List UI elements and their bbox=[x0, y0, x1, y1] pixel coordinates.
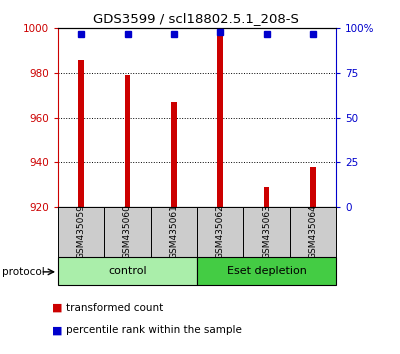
Text: GSM435059: GSM435059 bbox=[77, 204, 86, 259]
Bar bbox=[264, 187, 269, 207]
Bar bbox=[197, 257, 336, 285]
Bar bbox=[125, 75, 130, 207]
Text: control: control bbox=[108, 266, 147, 276]
Text: GDS3599 / scl18802.5.1_208-S: GDS3599 / scl18802.5.1_208-S bbox=[93, 12, 299, 25]
Bar bbox=[310, 167, 316, 207]
Bar bbox=[290, 207, 336, 257]
Text: Eset depletion: Eset depletion bbox=[226, 266, 306, 276]
Text: GSM435063: GSM435063 bbox=[262, 204, 271, 259]
Text: GSM435064: GSM435064 bbox=[308, 205, 317, 259]
Text: transformed count: transformed count bbox=[66, 303, 163, 313]
Text: percentile rank within the sample: percentile rank within the sample bbox=[66, 325, 242, 335]
Text: ■: ■ bbox=[52, 325, 62, 335]
Bar bbox=[197, 207, 243, 257]
Text: GSM435061: GSM435061 bbox=[169, 204, 178, 259]
Bar bbox=[243, 207, 290, 257]
Text: ■: ■ bbox=[52, 303, 62, 313]
Bar bbox=[58, 257, 197, 285]
Bar bbox=[217, 33, 223, 207]
Text: protocol: protocol bbox=[2, 267, 45, 277]
Bar bbox=[104, 207, 151, 257]
Bar bbox=[58, 207, 104, 257]
Bar bbox=[171, 102, 177, 207]
Bar bbox=[78, 59, 84, 207]
Text: GSM435062: GSM435062 bbox=[216, 205, 225, 259]
Bar bbox=[151, 207, 197, 257]
Text: GSM435060: GSM435060 bbox=[123, 204, 132, 259]
